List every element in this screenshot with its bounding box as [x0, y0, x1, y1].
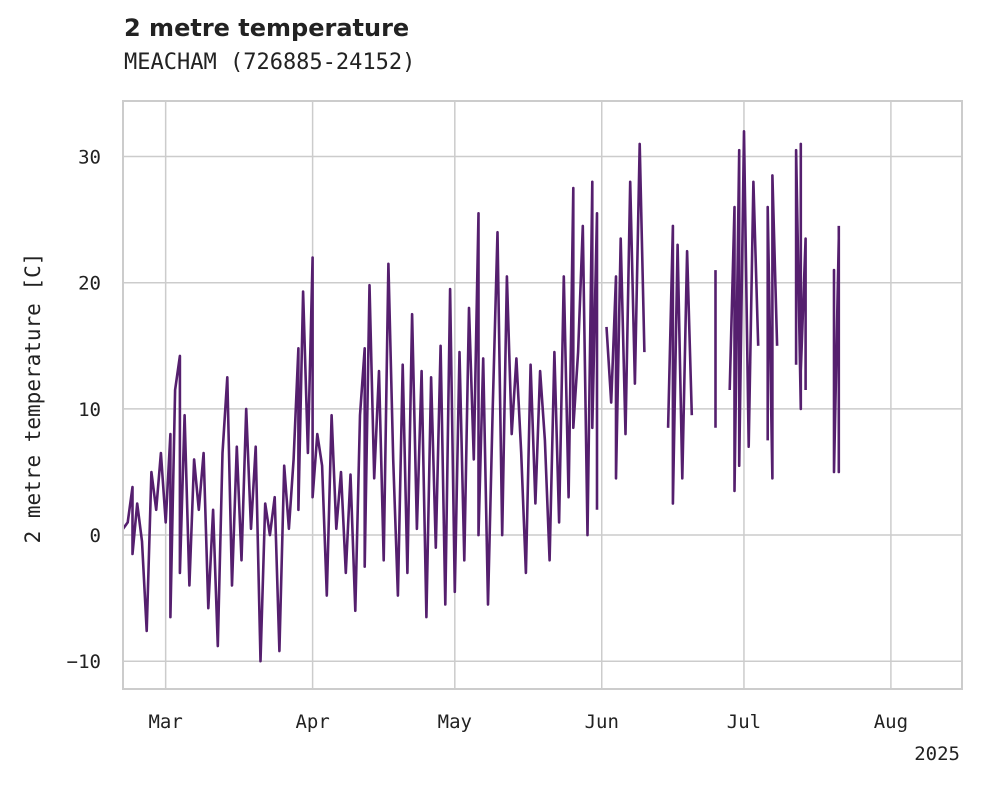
x-tick-label: Aug — [874, 711, 908, 733]
y-tick-label: 30 — [78, 147, 101, 169]
x-tick-label: Apr — [295, 711, 329, 733]
x-axis-ticks: Mar Apr May Jun Jul Aug — [148, 711, 908, 733]
year-label: 2025 — [914, 743, 960, 765]
temperature-line-segment — [728, 130, 760, 493]
plot-frame — [122, 100, 963, 690]
y-tick-label: −10 — [67, 651, 101, 673]
chart-subtitle: MEACHAM (726885-24152) — [124, 50, 416, 75]
x-tick-label: Jun — [585, 711, 619, 733]
temperature-line-segment — [794, 142, 807, 411]
temperature-line-segment — [832, 225, 841, 474]
y-axis-label: 2 metre temperature [C] — [21, 253, 45, 544]
x-tick-label: May — [438, 711, 472, 733]
temperature-line-segment — [605, 142, 646, 480]
data-series — [121, 130, 841, 663]
x-tick-label: Mar — [148, 711, 182, 733]
temperature-line-segment — [121, 180, 599, 663]
x-tick-label: Jul — [727, 711, 761, 733]
temperature-line-segment — [666, 224, 694, 505]
y-tick-label: 0 — [90, 525, 101, 547]
temperature-line-segment — [766, 174, 779, 480]
y-axis-ticks: −10 0 10 20 30 — [67, 147, 101, 674]
chart-title: 2 metre temperature — [124, 14, 410, 42]
y-tick-label: 10 — [78, 399, 101, 421]
y-tick-label: 20 — [78, 273, 101, 295]
